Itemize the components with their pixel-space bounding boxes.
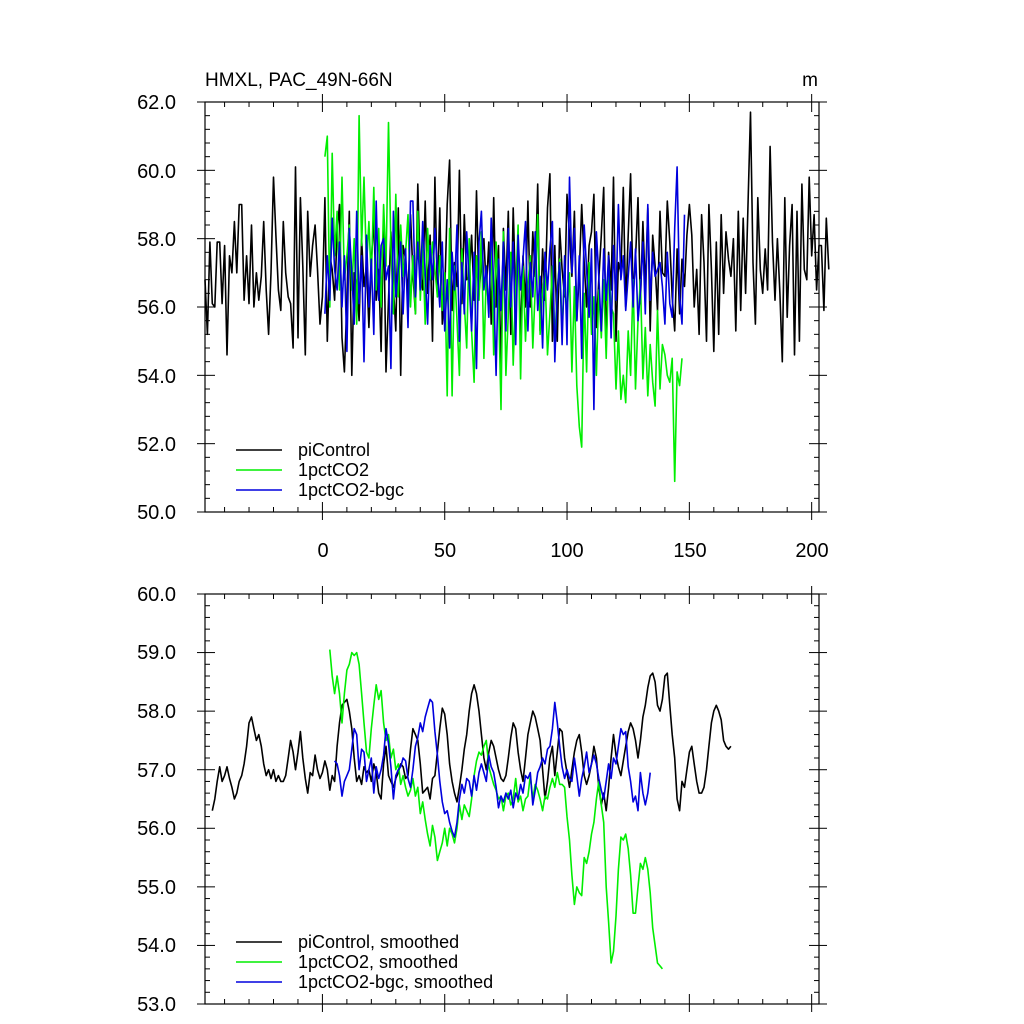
- legend-label-1pctco2-bgc-smoothed: 1pctCO2-bgc, smoothed: [298, 972, 493, 992]
- top-panel-title: HMXL, PAC_49N-66N: [205, 70, 393, 91]
- bottom-ytick-label: 55.0: [137, 877, 176, 899]
- bottom-series-1pctco2-bgc-smoothed: [333, 698, 651, 838]
- legend-label-1pctco2-smoothed: 1pctCO2, smoothed: [298, 952, 458, 972]
- top-xtick-label: 150: [673, 540, 706, 562]
- bottom-ytick-label: 59.0: [137, 642, 176, 664]
- bottom-series-picontrol-smoothed: [211, 672, 732, 812]
- top-panel-xtick-labels: 0 50 100 150 200: [317, 540, 828, 562]
- top-series-1pctco2: [324, 114, 683, 483]
- top-panel-ytick-labels: 50.0 52.0 54.0 56.0 58.0 60.0 62.0: [137, 92, 176, 524]
- bottom-ytick-label: 58.0: [137, 701, 176, 723]
- top-xtick-label: 50: [434, 540, 456, 562]
- legend-label-picontrol: piControl: [298, 440, 370, 460]
- top-series-1pctco2-bgc: [324, 166, 686, 411]
- top-xtick-label: 0: [317, 540, 328, 562]
- top-xtick-label: 200: [795, 540, 828, 562]
- top-xtick-label: 100: [550, 540, 583, 562]
- top-panel: HMXL, PAC_49N-66N m 0 50 100 150 200 50.…: [137, 70, 830, 562]
- top-panel-ticks: [197, 94, 827, 520]
- legend-label-picontrol-smoothed: piControl, smoothed: [298, 932, 459, 952]
- bottom-series-1pctco2-smoothed: [329, 649, 664, 970]
- bottom-panel-frame: [204, 593, 820, 1005]
- top-ytick-label: 58.0: [137, 229, 176, 251]
- bottom-panel: 53.0 54.0 55.0 56.0 57.0 58.0 59.0 60.0 …: [137, 584, 827, 1016]
- bottom-ytick-label: 53.0: [137, 994, 176, 1016]
- top-ytick-label: 62.0: [137, 92, 176, 114]
- top-ytick-label: 50.0: [137, 502, 176, 524]
- top-ytick-label: 52.0: [137, 434, 176, 456]
- bottom-ytick-label: 56.0: [137, 818, 176, 840]
- top-ytick-label: 60.0: [137, 161, 176, 183]
- bottom-panel-series: [211, 649, 732, 970]
- top-ytick-label: 56.0: [137, 297, 176, 319]
- bottom-panel-ticks: [197, 586, 827, 1012]
- bottom-ytick-label: 57.0: [137, 760, 176, 782]
- bottom-ytick-label: 60.0: [137, 584, 176, 606]
- legend-label-1pctco2: 1pctCO2: [298, 460, 369, 480]
- top-ytick-label: 54.0: [137, 366, 176, 388]
- legend-label-1pctco2-bgc: 1pctCO2-bgc: [298, 480, 404, 500]
- bottom-panel-legend: piControl, smoothed 1pctCO2, smoothed 1p…: [236, 932, 493, 992]
- top-panel-legend: piControl 1pctCO2 1pctCO2-bgc: [236, 440, 404, 500]
- top-panel-series: [204, 111, 830, 483]
- bottom-ytick-label: 54.0: [137, 935, 176, 957]
- top-panel-units: m: [802, 70, 818, 91]
- bottom-panel-ytick-labels: 53.0 54.0 55.0 56.0 57.0 58.0 59.0 60.0: [137, 584, 176, 1016]
